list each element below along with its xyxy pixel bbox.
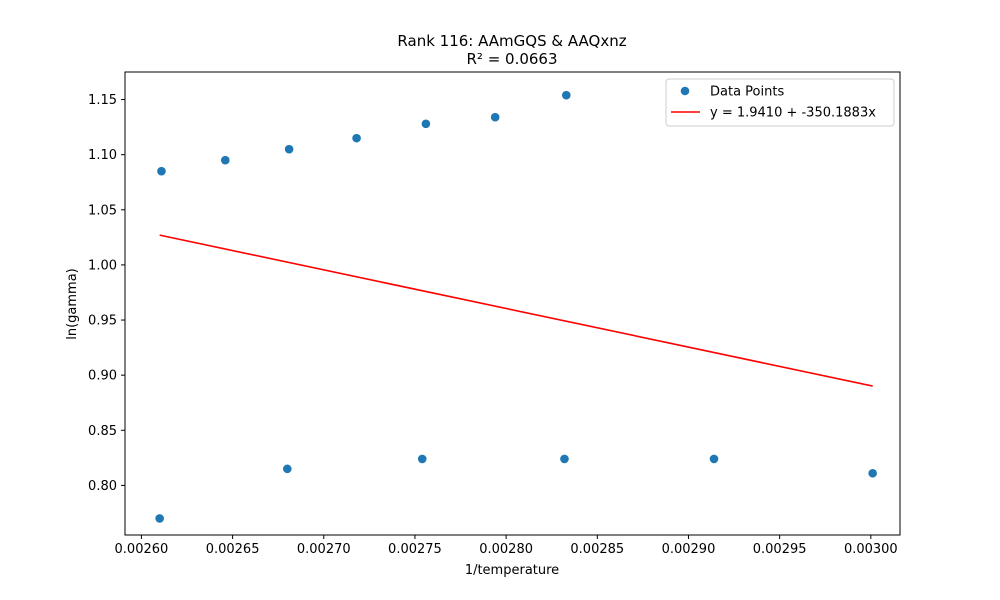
data-point — [560, 454, 569, 464]
data-point — [421, 119, 431, 129]
y-tick-label: 0.80 — [88, 479, 117, 494]
x-tick-label: 0.00265 — [206, 542, 260, 557]
data-point — [282, 464, 292, 474]
data-point — [157, 166, 166, 176]
data-point — [490, 112, 500, 122]
legend-entry: Data Points — [710, 85, 784, 100]
chart-title: Rank 116: AAmGQS & AAQxnz — [397, 32, 626, 50]
plot-frame — [124, 71, 901, 536]
data-point — [352, 133, 361, 143]
plot-area: 0.00260 0.00265 0.00270 0.00275 0.00280 0.002… — [88, 71, 901, 557]
data-point — [709, 454, 719, 464]
fit-line — [159, 234, 873, 387]
x-axis-label: 1/temperature — [465, 563, 559, 578]
y-axis-label: ln(gamma) — [65, 268, 80, 340]
data-point — [417, 454, 427, 464]
y-tick-label: 0.95 — [88, 314, 117, 329]
y-tick-label: 1.05 — [88, 203, 117, 218]
x-tick-label: 0.00280 — [479, 542, 533, 557]
x-tick-label: 0.00300 — [844, 542, 898, 557]
chart-subtitle: R² = 0.0663 — [466, 50, 557, 68]
x-tick-label: 0.00290 — [662, 542, 716, 557]
legend-entry: y = 1.9410 + -350.1883x — [710, 106, 876, 121]
y-tick-label: 1.10 — [88, 148, 117, 163]
data-point — [155, 514, 164, 523]
y-tick-label: 1.15 — [88, 93, 117, 108]
y-tick-label: 1.00 — [88, 258, 117, 273]
x-tick-label: 0.00295 — [753, 542, 807, 557]
x-tick-label: 0.00260 — [115, 542, 169, 557]
data-point — [284, 144, 294, 154]
x-tick-label: 0.00285 — [570, 542, 624, 557]
y-tick-label: 0.90 — [88, 369, 117, 384]
legend-marker — [680, 86, 690, 96]
y-tick-label: 0.85 — [88, 424, 117, 439]
legend-box — [665, 78, 895, 127]
x-tick-label: 0.00275 — [388, 542, 442, 557]
data-point — [561, 90, 571, 100]
data-point — [220, 155, 230, 165]
data-point — [868, 468, 877, 478]
x-tick-label: 0.00270 — [297, 542, 351, 557]
